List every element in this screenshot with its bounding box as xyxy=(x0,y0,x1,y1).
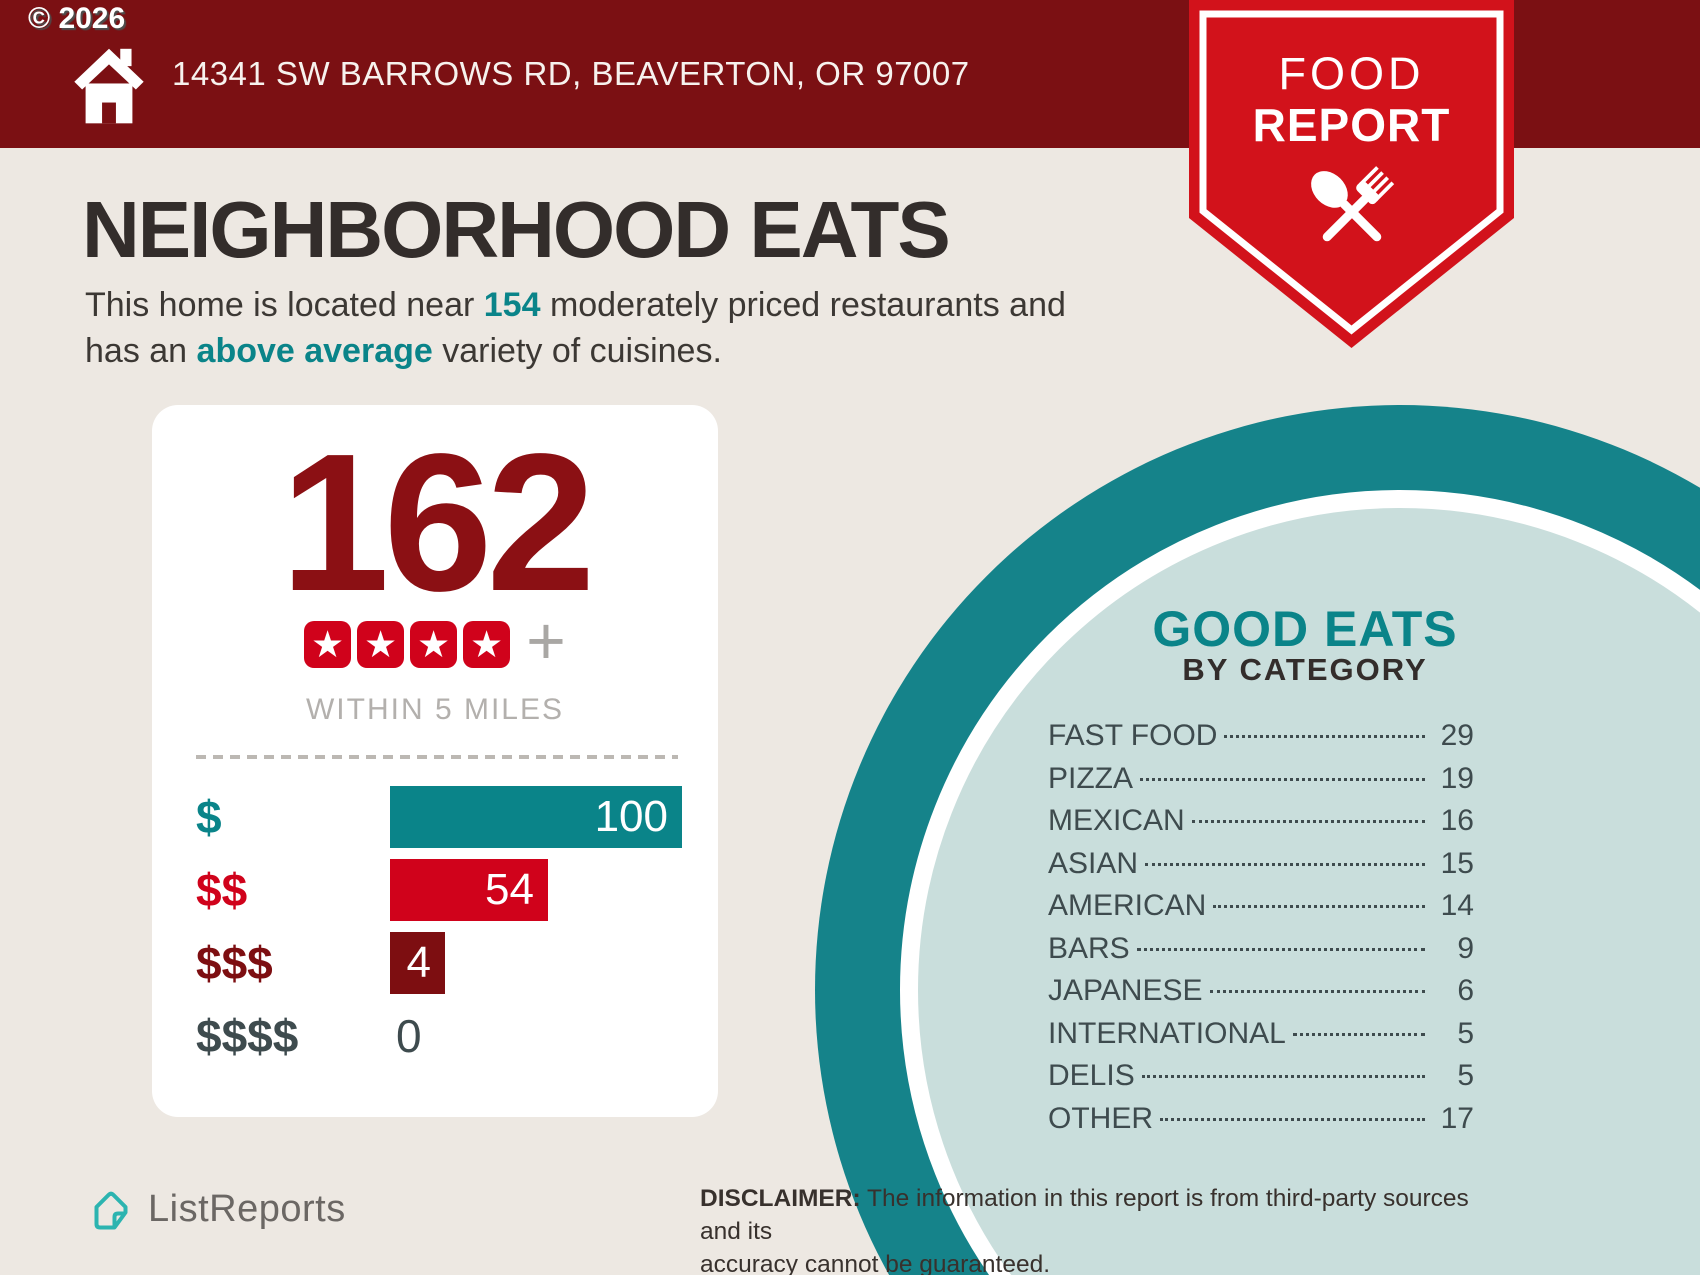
dotted-leader xyxy=(1213,905,1425,908)
category-value: 15 xyxy=(1440,846,1474,880)
category-value: 5 xyxy=(1457,1016,1474,1050)
intro-line1-post: moderately priced restaurants and xyxy=(540,286,1066,324)
dotted-leader xyxy=(1145,862,1425,866)
category-value: 5 xyxy=(1457,1059,1474,1092)
star-icon: ★ xyxy=(357,621,405,668)
category-label: OTHER xyxy=(1048,1101,1153,1135)
price-bar-value: 4 xyxy=(406,938,431,987)
price-bar-value: 54 xyxy=(485,865,534,914)
category-value: 16 xyxy=(1440,804,1474,837)
property-address: 14341 SW BARROWS RD, BEAVERTON, OR 97007 xyxy=(172,55,970,92)
category-row: OTHER 17 xyxy=(1048,1102,1474,1145)
category-label: JAPANESE xyxy=(1048,974,1203,1007)
intro-line1-pre: This home is located near xyxy=(85,286,484,324)
dotted-leader xyxy=(1140,777,1425,781)
category-label: ASIAN xyxy=(1048,846,1139,880)
category-label: MEXICAN xyxy=(1048,804,1185,837)
category-label: FAST FOOD xyxy=(1048,719,1218,752)
stats-card: 162 ★ ★ ★ ★ + WITHIN 5 MILES $100 $$ 54 $$$ 4 $$$… xyxy=(152,405,718,1117)
star-icon: ★ xyxy=(463,621,511,668)
dotted-leader xyxy=(1224,735,1425,738)
category-row: INTERNATIONAL 5 xyxy=(1048,1017,1474,1060)
category-label: DELIS xyxy=(1048,1059,1135,1092)
dotted-leader xyxy=(1209,990,1425,993)
variety-highlight: above average xyxy=(196,332,433,370)
category-value: 19 xyxy=(1440,761,1474,795)
dotted-leader xyxy=(1160,1117,1425,1121)
radius-label: WITHIN 5 MILES xyxy=(305,693,565,726)
price-label: $$$$ xyxy=(196,1010,299,1062)
dotted-leader xyxy=(1191,820,1425,823)
category-label: INTERNATIONAL xyxy=(1048,1016,1286,1050)
ribbon-shape xyxy=(1189,0,1514,348)
dotted-leader xyxy=(1292,1032,1425,1036)
price-bar-value: 0 xyxy=(396,1010,422,1062)
disclaimer: DISCLAIMER: The information in this repo… xyxy=(700,1182,1510,1275)
page-title: NEIGHBORHOOD EATS xyxy=(82,185,951,274)
category-row: AMERICAN 14 xyxy=(1048,889,1474,932)
star-icon: ★ xyxy=(304,621,352,668)
price-row: $$$ 4 xyxy=(196,932,688,994)
category-row: FAST FOOD 29 xyxy=(1048,719,1474,762)
category-value: 14 xyxy=(1440,889,1474,922)
dashed-divider xyxy=(196,755,678,759)
category-row: DELIS 5 xyxy=(1048,1059,1474,1102)
badge-title-line1: FOOD xyxy=(1278,48,1425,99)
price-row: $$ 54 xyxy=(196,859,688,921)
listreports-logo: ListReports xyxy=(86,1184,346,1234)
category-value: 29 xyxy=(1440,719,1474,752)
category-label: PIZZA xyxy=(1048,761,1134,795)
category-row: PIZZA 19 xyxy=(1048,762,1474,805)
price-bar: 4 xyxy=(390,932,445,994)
category-label: BARS xyxy=(1048,931,1130,965)
disclaimer-label: DISCLAIMER: xyxy=(700,1185,861,1212)
category-row: MEXICAN 16 xyxy=(1048,804,1474,847)
dotted-leader xyxy=(1136,947,1425,951)
disclaimer-line2: accuracy cannot be guaranteed. xyxy=(700,1251,1051,1275)
logo-text: ListReports xyxy=(148,1187,346,1230)
category-value: 17 xyxy=(1440,1101,1474,1135)
intro-line2-pre: has an xyxy=(85,332,197,370)
price-bar: 54 xyxy=(390,859,548,921)
category-row: BARS 9 xyxy=(1048,932,1474,975)
good-eats-subtitle: BY CATEGORY xyxy=(1182,652,1428,687)
category-value: 9 xyxy=(1457,931,1474,965)
intro-text: This home is located near 154 moderately… xyxy=(85,282,1066,374)
food-report-badge: FOOD REPORT xyxy=(1189,0,1514,348)
plus-icon: + xyxy=(526,603,566,679)
crossed-spoon-fork-icon xyxy=(1311,166,1395,242)
category-value: 6 xyxy=(1457,974,1474,1007)
price-label: $$ xyxy=(196,864,248,916)
category-row: ASIAN 15 xyxy=(1048,847,1474,890)
total-restaurants: 162 xyxy=(280,413,595,632)
good-eats-title: GOOD EATS xyxy=(1152,601,1458,657)
price-row: $100 xyxy=(196,786,688,848)
price-bar: 100 xyxy=(390,786,682,848)
price-bar-value: 100 xyxy=(594,792,668,841)
rating-stars: ★ ★ ★ ★ + xyxy=(152,603,718,679)
category-row: JAPANESE 6 xyxy=(1048,974,1474,1017)
home-icon xyxy=(74,48,144,124)
badge-title-line2: REPORT xyxy=(1252,99,1451,151)
category-list: FAST FOOD 29 PIZZA 19 MEXICAN 16 ASIAN 15 AMERIC… xyxy=(1048,719,1474,1144)
category-label: AMERICAN xyxy=(1048,889,1207,922)
price-label: $$$ xyxy=(196,937,273,989)
star-icon: ★ xyxy=(410,621,458,668)
disclaimer-line1: The information in this report is from t… xyxy=(700,1185,1469,1245)
listreports-house-icon xyxy=(94,1191,128,1230)
restaurant-count: 154 xyxy=(483,286,541,324)
price-bars: $100 $$ 54 $$$ 4 $$$$ 0 xyxy=(196,786,688,1067)
copyright-watermark: © 2026 xyxy=(28,2,126,35)
intro-line2-post: variety of cuisines. xyxy=(432,332,722,370)
price-row: $$$$ 0 xyxy=(196,1005,688,1067)
price-label: $ xyxy=(196,791,222,843)
dotted-leader xyxy=(1141,1075,1425,1078)
